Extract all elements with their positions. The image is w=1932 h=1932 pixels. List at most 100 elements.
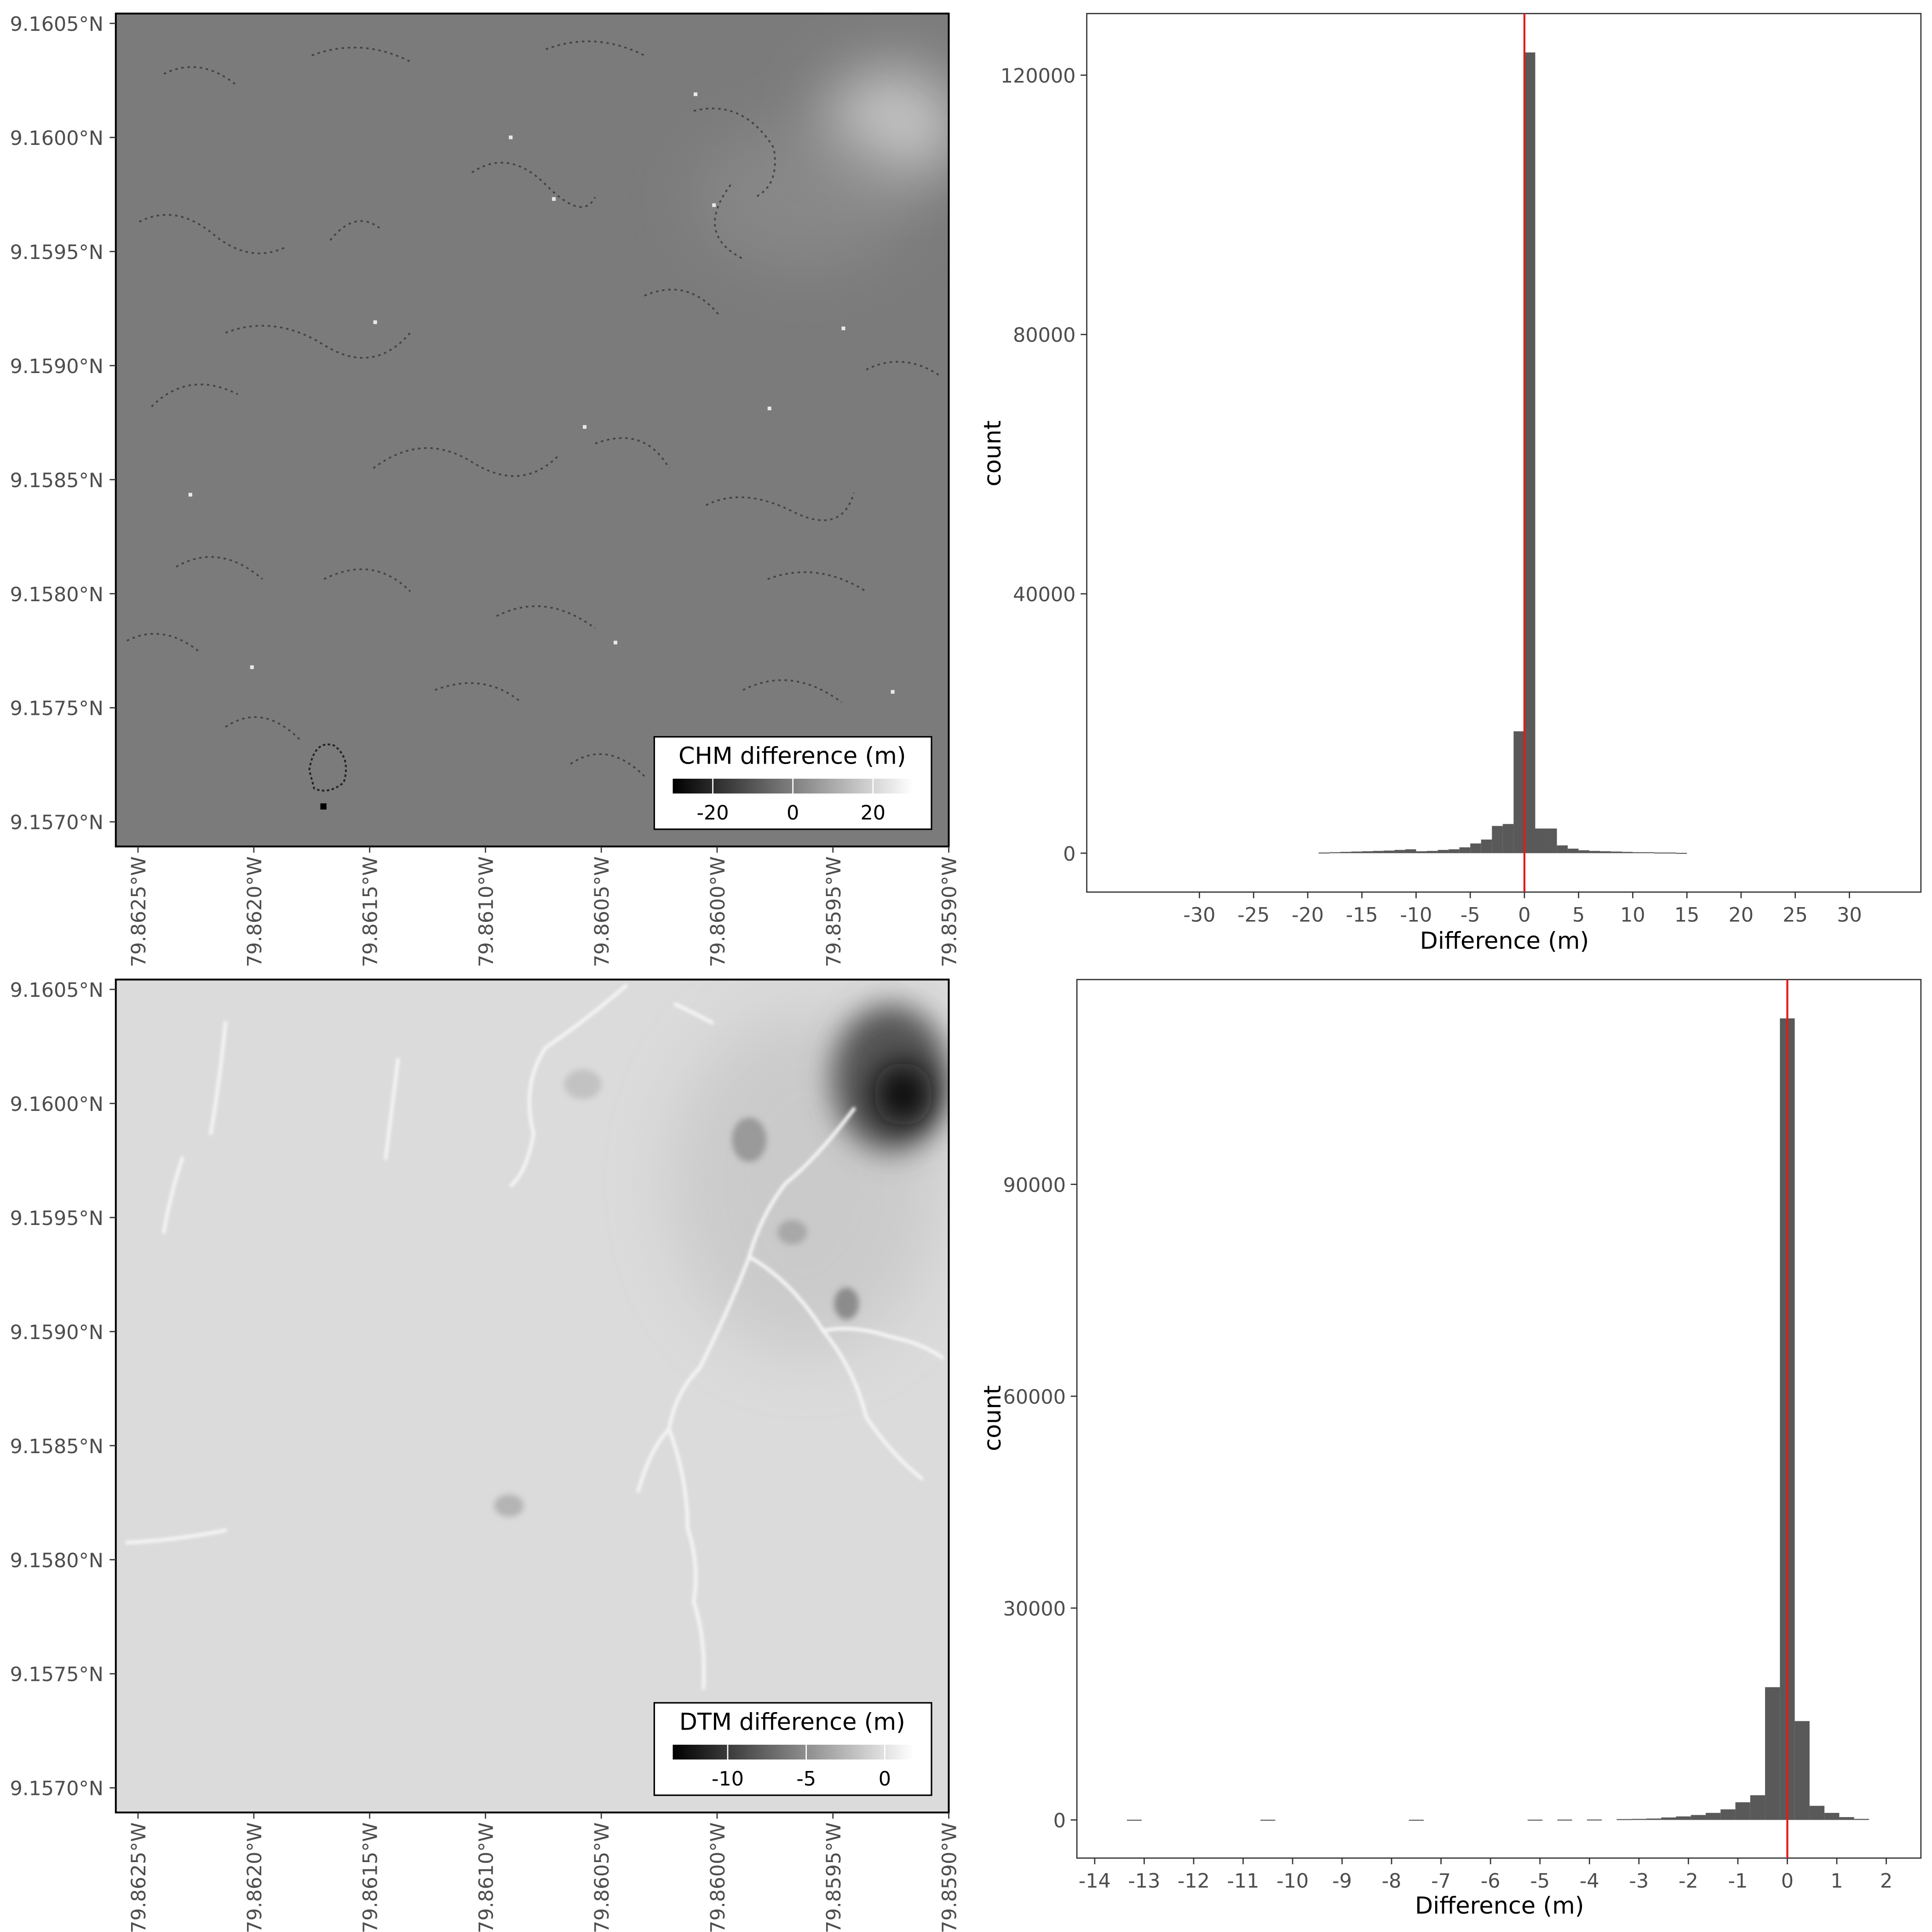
chm-histogram-plot-area	[1086, 13, 1922, 893]
dtm-dark-depression	[874, 1062, 933, 1127]
dtm-histogram-x-axis: -14 -13 -12 -11 -10 -9 -8 -7 -6 -5 -4 -3 -2 -1 0 1 2	[1079, 1858, 1892, 1893]
dtm-histogram-bar	[1409, 1819, 1424, 1821]
chm-histogram-y-tick-label: 120000	[1000, 64, 1076, 87]
dtm-histogram-x-tick-label: -4	[1580, 1870, 1599, 1893]
chm-y-tick-label: 9.1590°N	[10, 355, 104, 378]
dtm-dark-patch	[564, 1070, 602, 1099]
chm-map-texture	[126, 40, 949, 810]
chm-histogram-bar	[1438, 850, 1449, 853]
dtm-x-tick-label: 79.8610°W	[475, 1823, 498, 1932]
dtm-y-axis: 9.1605°N 9.1600°N 9.1595°N 9.1590°N 9.1585°N…	[10, 979, 116, 1800]
chm-x-axis: 79.8625°W 79.8620°W 79.8615°W 79.8610°W 79.8…	[127, 846, 961, 967]
chm-histogram-y-tick-label: 0	[1063, 843, 1075, 866]
dtm-map-frame	[115, 978, 950, 1814]
chm-x-tick-label: 79.8600°W	[707, 857, 730, 967]
chm-histogram-bar	[1426, 851, 1438, 853]
chm-legend-tick-label: 20	[861, 801, 886, 824]
chm-histogram-bar	[1318, 852, 1330, 854]
chm-y-tick-label: 9.1595°N	[10, 241, 104, 264]
chm-histogram-x-tick-label: 25	[1782, 904, 1808, 927]
chm-histogram-x-tick-label: 10	[1620, 904, 1645, 927]
chm-y-axis: 9.1605°N 9.1600°N 9.1595°N 9.1590°N 9.1585°N…	[10, 13, 116, 834]
chm-histogram-bar	[1578, 850, 1590, 853]
dtm-histogram-y-axis: 0 30000 60000 90000	[1003, 1174, 1077, 1832]
dtm-legend-title: DTM difference (m)	[679, 1709, 905, 1736]
chm-x-tick-label: 79.8605°W	[591, 857, 614, 967]
chm-histogram-bar	[1459, 847, 1471, 853]
chm-x-tick-label: 79.8595°W	[822, 857, 845, 967]
dtm-histogram-bar	[1690, 1815, 1706, 1820]
dtm-y-tick-label: 9.1590°N	[10, 1321, 104, 1344]
dtm-histogram-bar	[1587, 1819, 1602, 1821]
chm-histogram-bar	[1633, 852, 1644, 853]
dtm-legend: DTM difference (m) -10 -5 0	[653, 1702, 932, 1796]
chm-histogram-y-axis: 0 40000 80000 120000	[1000, 64, 1087, 866]
dtm-histogram-x-tick-label: -5	[1530, 1870, 1550, 1893]
chm-x-tick-label: 79.8590°W	[938, 857, 961, 967]
chm-histogram-bar	[1470, 843, 1481, 853]
dtm-histogram-bar	[1735, 1802, 1750, 1820]
chm-legend: CHM difference (m) -20 0 20	[653, 736, 932, 830]
dtm-histogram-x-tick-label: -3	[1629, 1870, 1649, 1893]
dtm-histogram-x-tick-label: -6	[1481, 1870, 1501, 1893]
chm-histogram-xlabel: Difference (m)	[1420, 928, 1589, 955]
dtm-x-tick-label: 79.8615°W	[359, 1823, 382, 1932]
chm-histogram-panel: 0 40000 80000 120000 -30 -25 -20 -15 -10 -5 0 5 10 1…	[979, 13, 1922, 955]
dtm-x-axis: 79.8625°W 79.8620°W 79.8615°W 79.8610°W 79.8…	[127, 1812, 961, 1932]
chm-x-tick-label: 79.8615°W	[359, 857, 382, 967]
chm-histogram-bar	[1524, 52, 1535, 853]
chm-histogram-x-tick-label: -5	[1460, 904, 1480, 927]
dtm-dark-patch	[777, 1219, 807, 1245]
dtm-histogram-y-tick-label: 60000	[1003, 1386, 1066, 1409]
chm-histogram-bar	[1416, 851, 1427, 853]
dtm-histogram-x-tick-label: -14	[1079, 1870, 1111, 1893]
dtm-dark-patch	[732, 1117, 767, 1162]
chm-histogram-bar	[1589, 851, 1600, 853]
dtm-histogram-y-tick-label: 0	[1053, 1809, 1066, 1832]
dtm-histogram-bar	[1527, 1819, 1543, 1821]
dtm-x-tick-label: 79.8625°W	[127, 1823, 150, 1932]
dtm-histogram-x-tick-label: -11	[1227, 1870, 1259, 1893]
chm-histogram-bar	[1546, 828, 1557, 853]
dtm-histogram-x-tick-label: 2	[1880, 1870, 1892, 1893]
chm-histogram-bar	[1373, 851, 1384, 853]
dtm-histogram-bar	[1720, 1809, 1736, 1820]
chm-histogram-bar	[1383, 851, 1395, 853]
dtm-histogram-bar	[1616, 1819, 1632, 1820]
chm-histogram-bar	[1340, 851, 1351, 853]
dtm-legend-tick-label: 0	[879, 1767, 891, 1790]
chm-x-tick-label: 79.8610°W	[475, 857, 498, 967]
chm-y-tick-label: 9.1580°N	[10, 583, 104, 606]
dtm-legend-colorbar	[673, 1744, 913, 1760]
dtm-histogram-bar	[1646, 1818, 1662, 1820]
chm-histogram-x-tick-label: -10	[1400, 904, 1432, 927]
dtm-histogram-x-tick-label: 1	[1830, 1870, 1843, 1893]
chm-histogram-ylabel: count	[979, 420, 1006, 487]
dtm-histogram-bar	[1794, 1721, 1810, 1820]
dtm-y-tick-label: 9.1585°N	[10, 1435, 104, 1458]
chm-histogram-bar	[1557, 845, 1568, 853]
chm-histogram-bar	[1394, 850, 1405, 853]
chm-histogram-y-tick-label: 80000	[1013, 324, 1075, 347]
chm-y-tick-label: 9.1570°N	[10, 811, 104, 834]
chm-y-tick-label: 9.1585°N	[10, 469, 104, 492]
dtm-y-tick-label: 9.1605°N	[10, 979, 104, 1002]
chm-histogram-y-tick-label: 40000	[1013, 583, 1075, 606]
dtm-dark-patch	[494, 1495, 524, 1517]
dtm-histogram-y-tick-label: 90000	[1003, 1174, 1066, 1197]
chm-histogram-bar	[1535, 828, 1547, 853]
dtm-histogram-bar	[1676, 1816, 1691, 1820]
chm-histogram-bar	[1611, 851, 1622, 853]
dtm-histogram-bar	[1839, 1817, 1854, 1820]
dtm-x-tick-label: 79.8595°W	[822, 1823, 845, 1932]
chm-histogram-x-tick-label: -25	[1237, 904, 1270, 927]
dtm-histogram-x-tick-label: -12	[1178, 1870, 1210, 1893]
dtm-histogram-bar	[1854, 1819, 1869, 1820]
chm-histogram-bar	[1502, 824, 1514, 853]
dtm-x-tick-label: 79.8600°W	[707, 1823, 730, 1932]
chm-dark-pixel	[320, 803, 327, 810]
chm-histogram-bar	[1568, 848, 1579, 853]
dtm-histogram-bar	[1765, 1687, 1780, 1820]
dtm-y-tick-label: 9.1580°N	[10, 1549, 104, 1572]
